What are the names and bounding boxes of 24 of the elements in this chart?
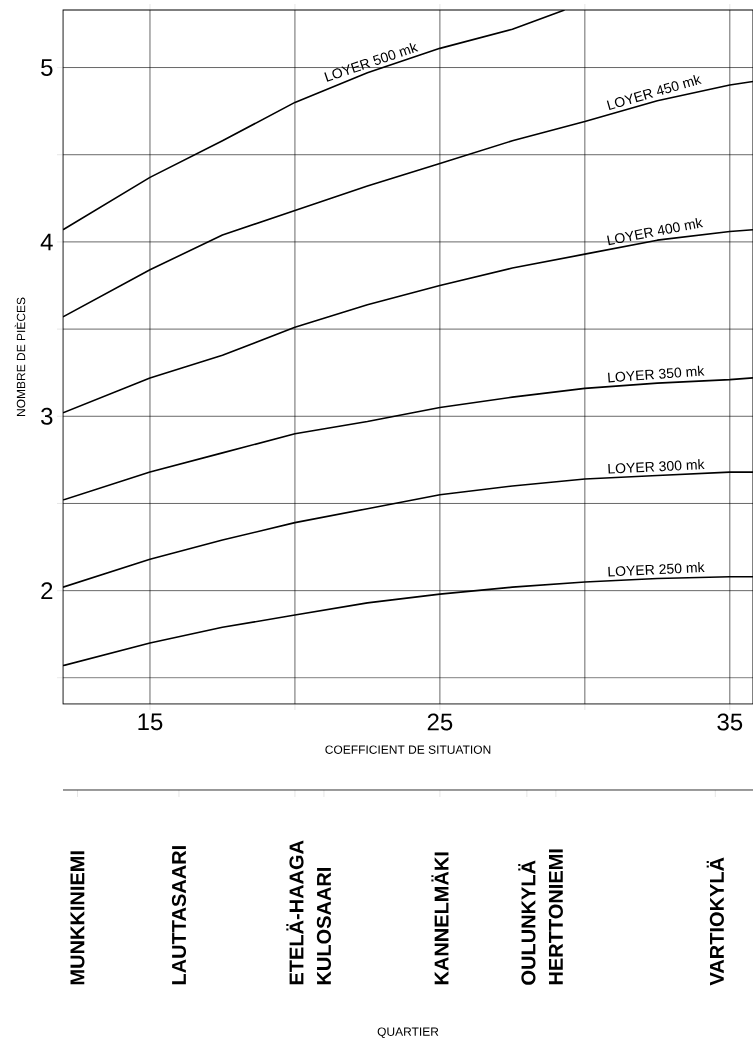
category-label: LAUTTASAARI	[171, 846, 187, 985]
category-label: MUNKKINIEMI	[70, 851, 85, 985]
x-tick-label: 15	[138, 713, 163, 731]
category-label: ETELÄ-HAAGA	[286, 840, 304, 985]
series-label: LOYER 300 mk	[608, 459, 705, 474]
y-tick-label: 3	[41, 407, 53, 425]
text: QUARTIER	[377, 1027, 439, 1039]
text: LOYER 500 mk	[324, 43, 419, 82]
y-tick-label: 5	[41, 59, 53, 76]
y-tick-label: 2	[41, 582, 53, 600]
y-axis-title: NOMBRE DE PIÈCES	[14, 297, 26, 417]
category-label: OULUNKYLÄ	[518, 860, 536, 985]
x-tick-label: 35	[717, 713, 743, 731]
text: LOYER 400 mk	[607, 217, 704, 246]
series-label: LOYER 350 mk	[608, 365, 705, 383]
series-label: LOYER 250 mk	[608, 561, 705, 577]
category-label: KULOSAARI	[316, 867, 331, 985]
x-tick-label: 25	[427, 713, 453, 731]
category-label: KANNELMÄKI	[431, 852, 449, 985]
category-label: VARTIOKYLÄ	[706, 857, 724, 986]
text: LOYER 450 mk	[606, 74, 702, 111]
y-tick-label: 4	[40, 233, 53, 251]
category-label: HERTTONIEMI	[548, 849, 563, 985]
x-axis-title: COEFFICIENT DE SITUATION	[325, 745, 491, 754]
